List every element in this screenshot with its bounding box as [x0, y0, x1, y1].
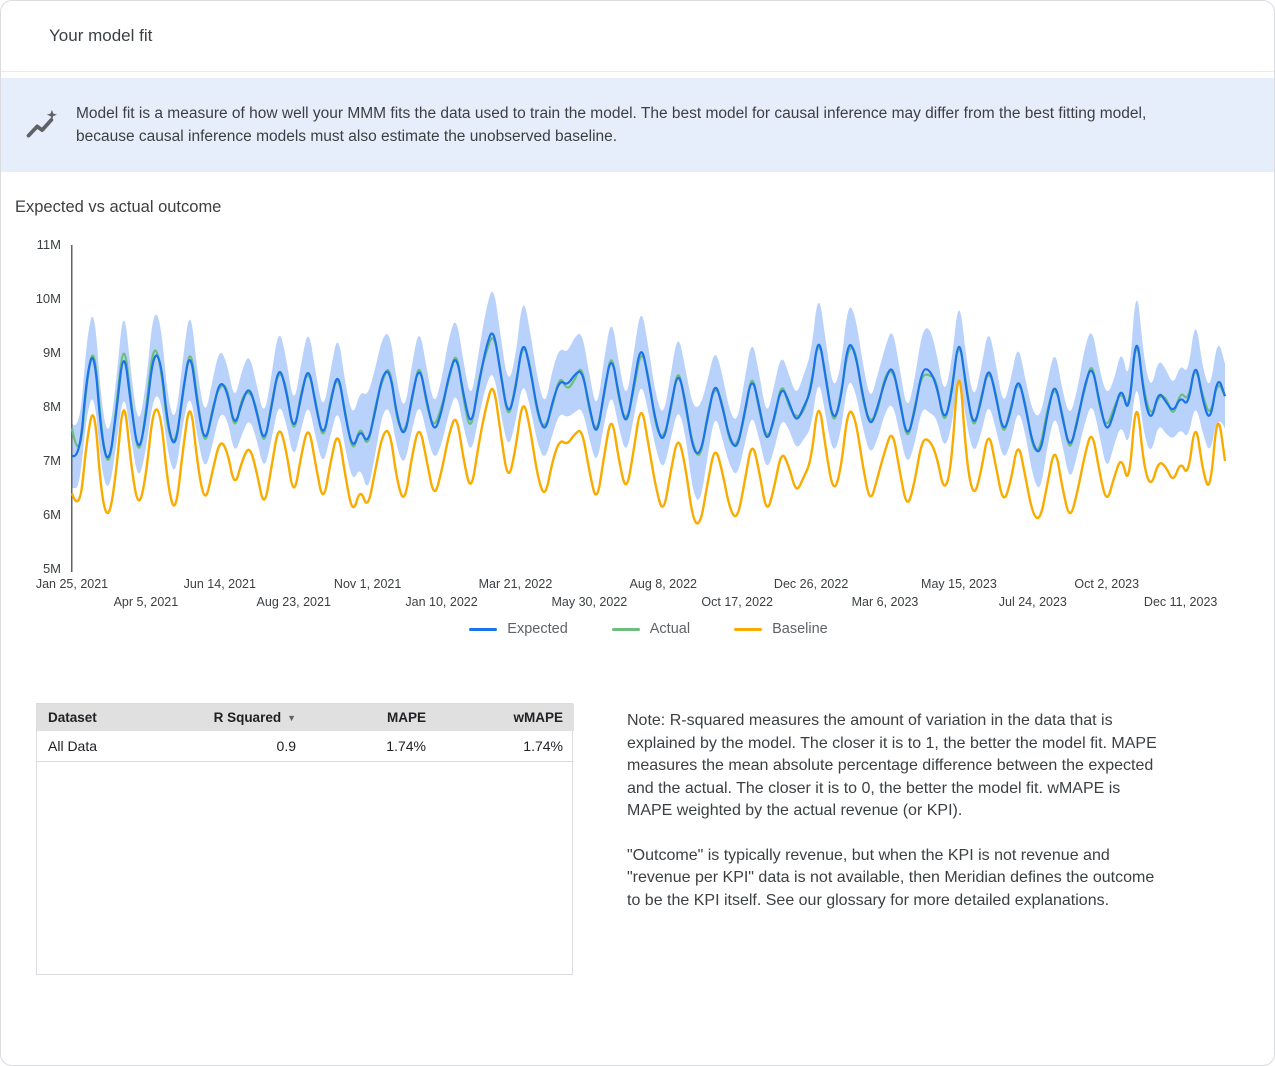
x-tick-label: Mar 21, 2022 — [478, 577, 553, 591]
y-tick-label: 7M — [42, 453, 61, 468]
table-row: All Data 0.9 1.74% 1.74% — [37, 731, 574, 762]
y-tick-label: 6M — [42, 507, 61, 522]
x-tick-label: Jun 14, 2021 — [183, 577, 256, 591]
table-cell: 0.9 — [187, 731, 307, 762]
column-header-wmape[interactable]: wMAPE — [437, 704, 574, 731]
legend-label: Expected — [507, 621, 568, 637]
sort-caret-icon: ▼ — [287, 713, 296, 723]
x-tick-label: Jan 10, 2022 — [405, 595, 478, 609]
x-tick-label: Aug 8, 2022 — [629, 577, 697, 591]
fit-metrics-table: Dataset R Squared ▼ MAPE wMAPE All Data 0.9 1.… — [36, 703, 574, 975]
bottom-section: Dataset R Squared ▼ MAPE wMAPE All Data 0.9 1.… — [36, 703, 1274, 975]
x-tick-label: Dec 26, 2022 — [773, 577, 849, 591]
chart-title: Expected vs actual outcome — [15, 198, 222, 216]
x-tick-label: Jan 25, 2021 — [35, 577, 109, 591]
table-cell: 1.74% — [307, 731, 437, 762]
note-paragraph-1: Note: R-squared measures the amount of v… — [627, 712, 1157, 819]
y-tick-label: 9M — [42, 345, 61, 360]
note-paragraph-2: "Outcome" is typically revenue, but when… — [627, 846, 1155, 909]
y-tick-label: 11M — [36, 237, 61, 252]
x-tick-label: Nov 1, 2021 — [333, 577, 402, 591]
expected-line — [71, 332, 1226, 459]
y-tick-label: 10M — [35, 291, 61, 306]
insights-icon — [25, 108, 59, 142]
legend-label: Baseline — [772, 621, 828, 637]
table-header-row: Dataset R Squared ▼ MAPE wMAPE — [37, 704, 574, 731]
expected-swatch — [469, 627, 498, 631]
table-body: All Data 0.9 1.74% 1.74% — [37, 731, 574, 762]
page-header: Your model fit — [1, 1, 1274, 72]
chart-legend: Expected Actual Baseline — [1, 621, 1274, 637]
x-tick-label: Oct 2, 2023 — [1074, 577, 1140, 591]
actual-swatch — [611, 627, 640, 631]
legend-label: Actual — [649, 621, 691, 637]
page-title: Your model fit — [49, 26, 153, 45]
x-tick-label: May 15, 2023 — [921, 577, 997, 591]
x-tick-label: May 30, 2022 — [551, 595, 628, 609]
x-tick-label: Dec 11, 2023 — [1143, 595, 1218, 609]
column-header-mape[interactable]: MAPE — [307, 704, 437, 731]
table-cell: 1.74% — [437, 731, 574, 762]
y-tick-label: 5M — [42, 561, 61, 576]
chart-plot — [71, 245, 1226, 572]
x-tick-label: Oct 17, 2022 — [701, 595, 773, 609]
x-tick-label: Apr 5, 2021 — [113, 595, 179, 609]
column-header-r-squared[interactable]: R Squared ▼ — [187, 704, 307, 731]
x-tick-label: Aug 23, 2021 — [256, 595, 331, 609]
credible-interval-band — [72, 291, 1225, 500]
baseline-line — [71, 379, 1226, 525]
note-text: Note: R-squared measures the amount of v… — [627, 703, 1159, 912]
baseline-swatch — [734, 627, 763, 631]
x-tick-label: Mar 6, 2023 — [851, 595, 919, 609]
legend-item-expected: Expected — [469, 621, 568, 637]
model-fit-chart: 5M 6M 7M 8M 9M 10M 11M Jan 25, 2021 Apr 5, 2021… — [1, 217, 1274, 647]
column-header-dataset[interactable]: Dataset — [37, 704, 187, 731]
table-cell: All Data — [37, 731, 187, 762]
legend-item-baseline: Baseline — [734, 621, 828, 637]
banner-text: Model fit is a measure of how well your … — [76, 105, 1147, 145]
y-tick-label: 8M — [42, 399, 61, 414]
legend-item-actual: Actual — [611, 621, 691, 637]
info-banner: Model fit is a measure of how well your … — [1, 78, 1274, 172]
x-tick-label: Jul 24, 2023 — [998, 595, 1067, 609]
